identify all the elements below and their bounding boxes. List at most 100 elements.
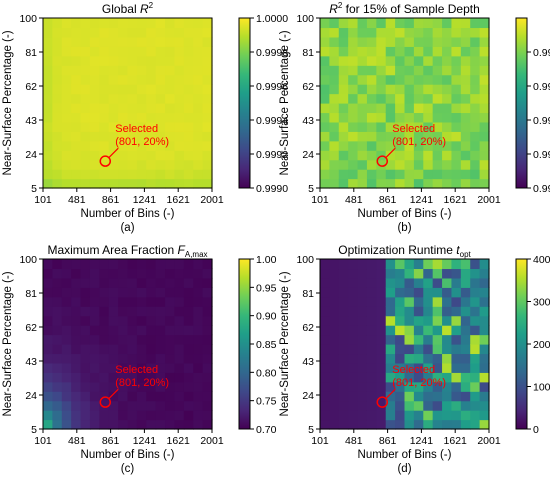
heatmap-cell [146, 55, 157, 66]
heatmap-cell [366, 296, 377, 307]
heatmap-cell [385, 325, 396, 336]
heatmap-cell [395, 419, 406, 430]
heatmap-cell [89, 287, 100, 298]
heatmap-cell [385, 74, 396, 85]
heatmap-cell [385, 103, 396, 114]
heatmap-cell [338, 18, 349, 29]
heatmap-cell [395, 150, 406, 161]
heatmap-cell [174, 65, 185, 76]
heatmap-cell [357, 140, 368, 151]
heatmap-cell [395, 334, 406, 345]
heatmap-cell [366, 131, 377, 142]
heatmap-cell [479, 400, 490, 411]
y-axis-label: Near-Surface Percentage (-) [2, 271, 14, 416]
heatmap-cell [155, 391, 166, 402]
heatmap-cell [155, 121, 166, 132]
heatmap-cell [193, 140, 204, 151]
heatmap-cell [366, 410, 377, 421]
heatmap-cell [193, 159, 204, 170]
heatmap-cell [155, 18, 166, 29]
heatmap-cell [89, 362, 100, 373]
heatmap-cell [99, 306, 110, 317]
heatmap-cell [423, 140, 434, 151]
heatmap-cell [89, 74, 100, 85]
heatmap-cell [127, 372, 138, 383]
axes-frame [319, 17, 490, 189]
heatmap-cell [165, 277, 176, 288]
heatmap-cell [183, 306, 194, 317]
heatmap-cell [165, 93, 176, 104]
heatmap-cell [71, 287, 82, 298]
heatmap-cell [395, 159, 406, 170]
heatmap-cell [338, 268, 349, 279]
heatmap-cell [174, 178, 185, 189]
y-axis-label: Near-Surface Percentage (-) [2, 30, 14, 175]
heatmap-cell [357, 84, 368, 95]
heatmap-cell [404, 112, 415, 123]
heatmap-cells [43, 259, 213, 430]
heatmap-cell [479, 296, 490, 307]
heatmap-cell [80, 150, 91, 161]
colorbar-tick-label: 0.80 [256, 367, 277, 379]
heatmap-cell [52, 334, 63, 345]
heatmap-cell [127, 344, 138, 355]
heatmap-cell [348, 419, 359, 430]
heatmap-cell [202, 259, 213, 270]
heatmap-cell [432, 325, 443, 336]
heatmap-cell [376, 353, 387, 364]
heatmap-cell [479, 131, 490, 142]
heatmap-cell [108, 140, 119, 151]
heatmap-cell [174, 306, 185, 317]
heatmap-cell [479, 381, 490, 392]
heatmap-cell [118, 381, 129, 392]
heatmap-cell [43, 372, 53, 383]
y-tick-label: 81 [302, 288, 314, 300]
heatmap-cell [202, 178, 213, 189]
heatmap-cell [348, 93, 359, 104]
heatmap-cell [348, 277, 359, 288]
heatmap-cell [338, 65, 349, 76]
heatmap-cell [52, 287, 63, 298]
heatmap-cell [80, 362, 91, 373]
heatmap-cell [136, 112, 147, 123]
heatmap-cell [193, 36, 204, 47]
heatmap-cell [395, 315, 406, 326]
heatmap-cell [413, 159, 424, 170]
heatmap-cell [155, 169, 166, 180]
heatmap-cell [89, 84, 100, 95]
y-tick-label: 62 [302, 322, 314, 334]
panel-label: (a) [120, 222, 134, 234]
heatmap-cell [479, 140, 490, 151]
heatmap-cell [146, 150, 157, 161]
heatmap-cell [61, 36, 72, 47]
heatmap-cell [52, 344, 63, 355]
panel-label: (d) [397, 463, 411, 475]
heatmap-cell [329, 372, 340, 383]
heatmap-cell [460, 325, 471, 336]
heatmap-cell [329, 84, 340, 95]
heatmap-cell [202, 55, 213, 66]
heatmap-cell [127, 159, 138, 170]
heatmap-cell [71, 268, 82, 279]
heatmap-cell [155, 159, 166, 170]
heatmap-cell [174, 150, 185, 161]
x-tick-label: 1241 [410, 194, 434, 206]
heatmap-cell [99, 372, 110, 383]
heatmap-cell [174, 381, 185, 392]
heatmap-cell [183, 419, 194, 430]
heatmap-cell [385, 353, 396, 364]
heatmap-cell [43, 18, 53, 29]
heatmap-cell [357, 268, 368, 279]
heatmap-cell [329, 296, 340, 307]
heatmap-cell [146, 353, 157, 364]
heatmap-cell [108, 353, 119, 364]
heatmap-cell [202, 121, 213, 132]
heatmap-cell [136, 419, 147, 430]
heatmap-cell [52, 18, 63, 29]
heatmap-cell [61, 268, 72, 279]
heatmap-cell [423, 296, 434, 307]
heatmap-cell [423, 372, 434, 383]
annotation-label: Selected [392, 364, 435, 376]
heatmap-cell [460, 55, 471, 66]
heatmap-cell [470, 27, 481, 38]
